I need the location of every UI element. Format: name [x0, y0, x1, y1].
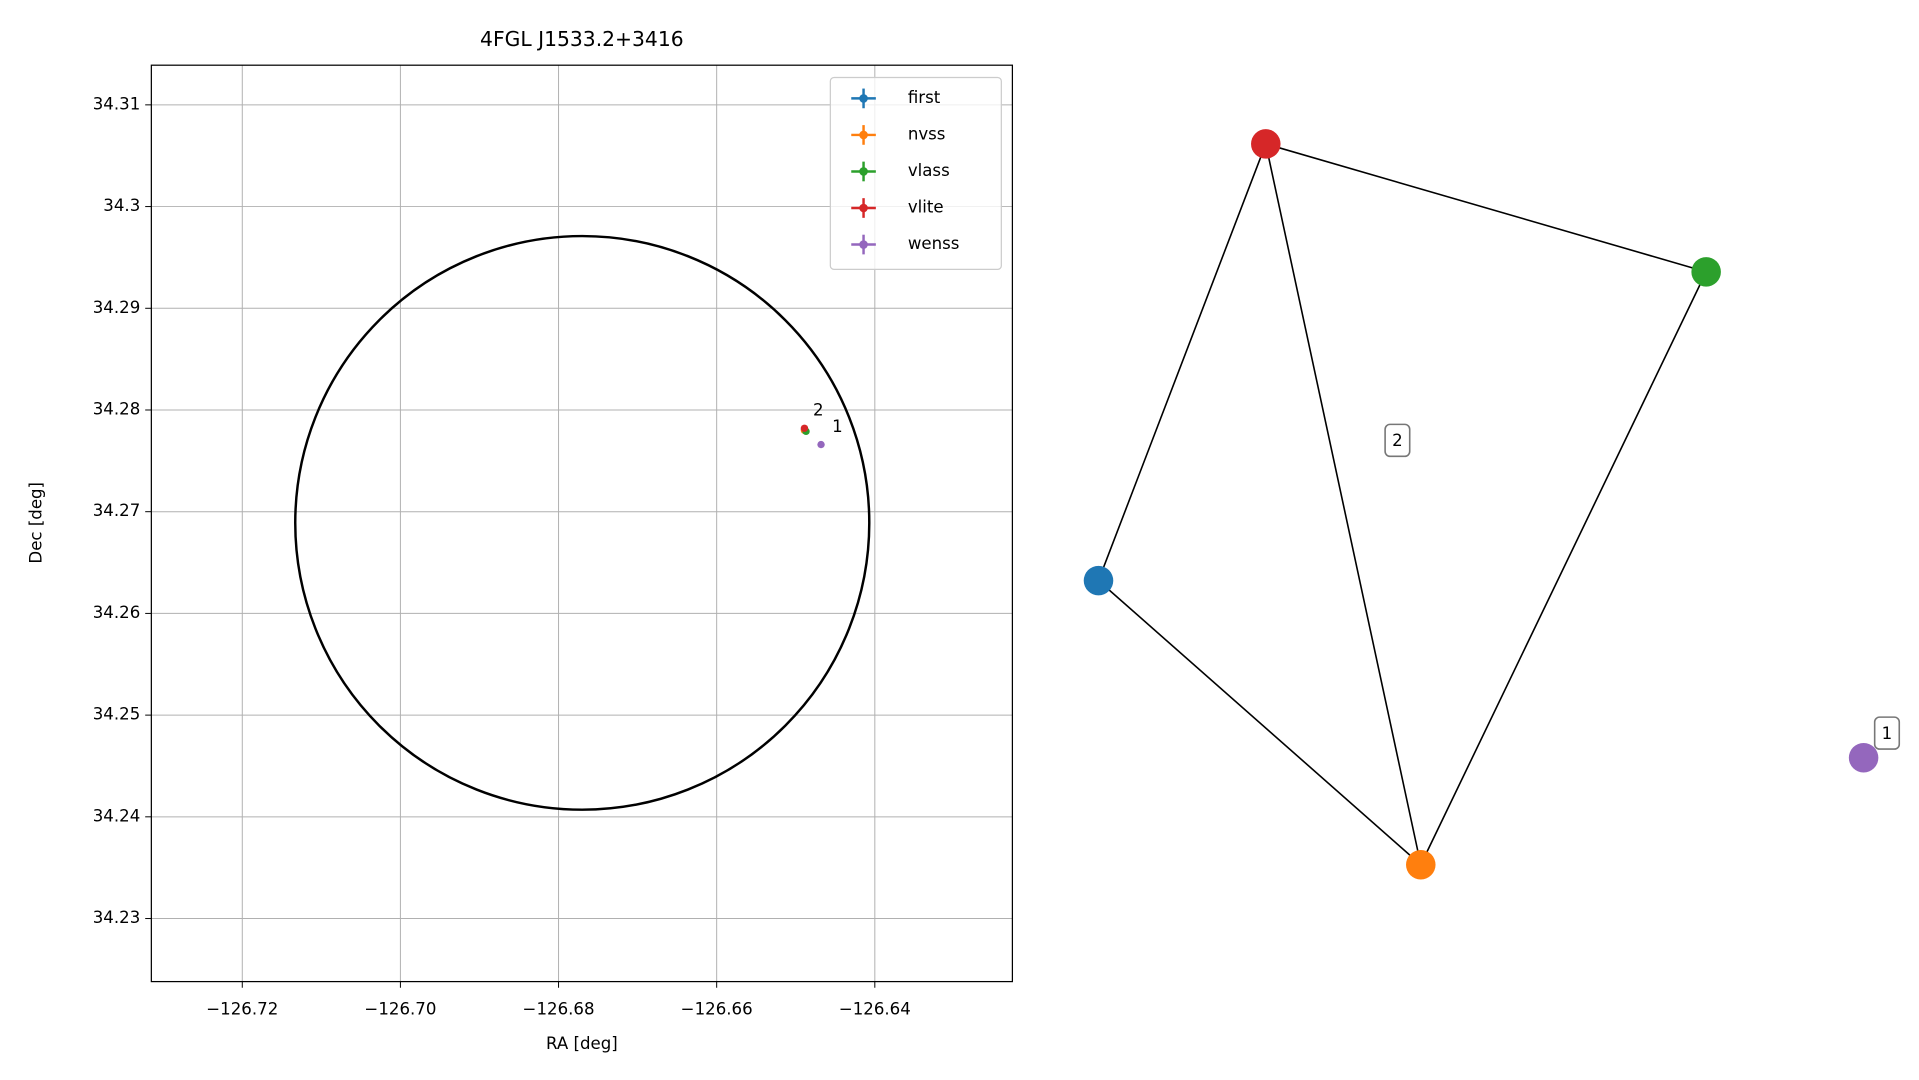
legend-label: first	[908, 88, 941, 107]
axes-frame	[150, 64, 1014, 983]
node	[1251, 129, 1281, 159]
legend-marker	[859, 240, 868, 249]
data-point	[800, 424, 809, 432]
x-axis-label: RA [deg]	[546, 1034, 618, 1053]
y-tick-label: 34.27	[93, 501, 141, 520]
label-box	[1384, 423, 1411, 458]
label-box	[1873, 716, 1901, 750]
legend-marker	[859, 203, 868, 213]
edge	[1097, 143, 1267, 581]
y-tick-label: 34.31	[93, 94, 141, 113]
legend-marker	[859, 94, 868, 103]
legend-marker	[859, 130, 868, 140]
node-label: 2	[1392, 431, 1403, 450]
node-label: 1	[1882, 724, 1893, 743]
error-region	[294, 234, 871, 811]
edge	[1420, 271, 1707, 866]
edge	[1265, 143, 1422, 865]
point-label: 1	[832, 417, 843, 436]
node	[1406, 849, 1436, 880]
data-point	[817, 440, 825, 449]
edge	[1265, 143, 1707, 273]
x-tick-label: −126.66	[681, 999, 753, 1018]
legend-label: nvss	[908, 124, 946, 143]
node	[1848, 742, 1879, 773]
x-tick-label: −126.70	[364, 999, 436, 1018]
chart-title: 4FGL J1533.2+3416	[480, 27, 684, 51]
y-axis-label: Dec [deg]	[26, 482, 45, 564]
legend-label: wenss	[908, 234, 960, 253]
point-label: 2	[813, 401, 824, 420]
edge	[1097, 579, 1422, 866]
y-tick-label: 34.28	[93, 399, 141, 418]
y-tick-label: 34.23	[93, 908, 141, 927]
y-tick-label: 34.24	[93, 806, 141, 825]
legend-label: vlite	[908, 198, 944, 217]
y-tick-label: 34.3	[103, 196, 140, 215]
y-tick-label: 34.26	[93, 603, 141, 622]
legend-marker	[859, 167, 868, 176]
x-tick-label: −126.72	[206, 999, 278, 1018]
node	[1691, 257, 1721, 287]
x-tick-label: −126.64	[839, 999, 911, 1018]
legend-label: vlass	[908, 161, 950, 180]
x-tick-label: −126.68	[523, 999, 595, 1018]
y-tick-label: 34.25	[93, 705, 141, 724]
node	[1083, 565, 1114, 596]
y-tick-label: 34.29	[93, 298, 141, 317]
legend-box	[829, 76, 1002, 270]
